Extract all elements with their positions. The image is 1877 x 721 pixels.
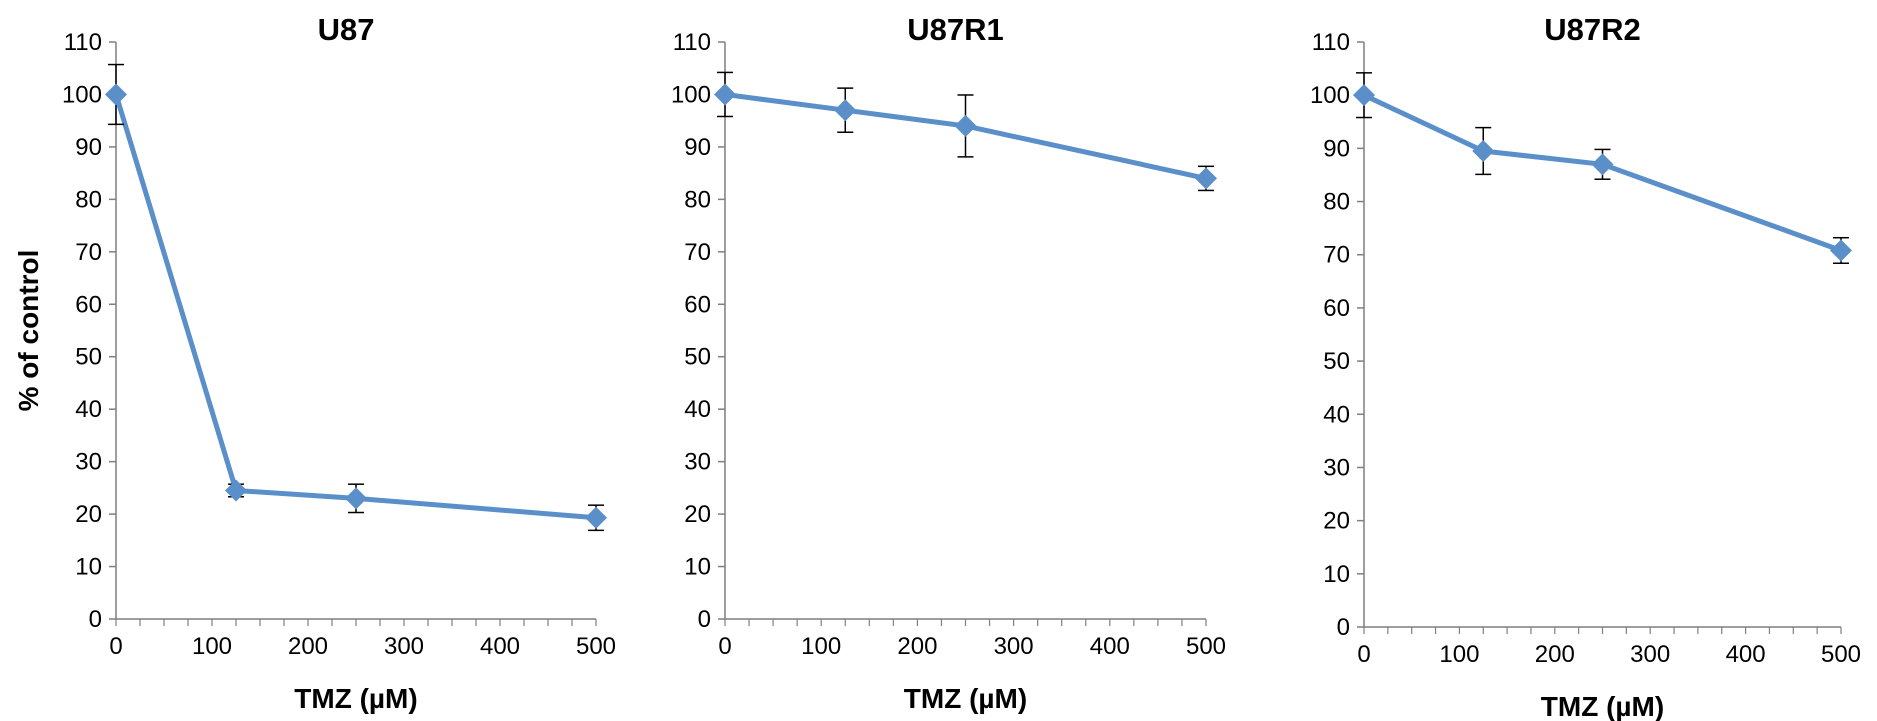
- chart-panel-0: 0 10 20 30 40 50 60 70 80 90 100 110 0 100 200 300 400 50…: [13, 12, 616, 714]
- series-line: [113, 93, 597, 521]
- y-tick-label: 40: [75, 396, 102, 423]
- y-tick-label: 0: [1337, 614, 1350, 641]
- y-tick-label: 20: [75, 501, 102, 528]
- y-tick-label: 80: [75, 186, 102, 213]
- chart-title: U87: [318, 12, 375, 47]
- y-tick-label: 90: [684, 134, 711, 161]
- x-tick-label: 200: [1535, 641, 1575, 668]
- x-tick-label: 500: [576, 633, 616, 660]
- data-point: [1472, 140, 1495, 163]
- y-tick-label: 110: [1312, 29, 1350, 56]
- y-tick-label: 30: [1323, 454, 1350, 481]
- series-line: [724, 91, 1207, 181]
- y-tick-label: 20: [684, 501, 711, 528]
- y-tick-label: 100: [1310, 82, 1350, 109]
- data-point: [105, 83, 127, 106]
- y-tick-label: 110: [64, 29, 102, 56]
- x-tick-label: 0: [1357, 641, 1370, 668]
- x-tick-label: 300: [1630, 641, 1670, 668]
- x-tick-label: 200: [288, 633, 328, 660]
- y-tick-label: 60: [75, 291, 102, 318]
- data-point: [1830, 239, 1852, 262]
- x-tick-label: 100: [1439, 641, 1479, 668]
- y-tick-label: 90: [1323, 135, 1350, 162]
- data-point: [225, 479, 247, 502]
- data-point: [954, 114, 977, 137]
- x-tick-label: 0: [109, 633, 122, 660]
- chart-panel-1: 0 10 20 30 40 50 60 70 80 90 100 110 0 100 200 300 400 50…: [671, 12, 1226, 714]
- y-tick-label: 100: [671, 81, 711, 108]
- y-tick-label: 0: [698, 606, 711, 633]
- x-tick-label: 100: [801, 633, 841, 660]
- y-tick-label: 10: [75, 554, 102, 581]
- x-tick-label: 200: [897, 633, 937, 660]
- x-tick-label: 400: [1090, 633, 1130, 660]
- data-point: [585, 506, 607, 529]
- y-tick-label: 60: [684, 291, 711, 318]
- y-tick-label: 30: [75, 449, 102, 476]
- data-point: [714, 83, 736, 106]
- series-line: [1362, 92, 1842, 253]
- y-tick-label: 50: [684, 344, 711, 371]
- data-point: [834, 99, 857, 122]
- y-tick-label: 70: [75, 239, 102, 266]
- chart-title: U87R1: [907, 12, 1004, 47]
- y-tick-label: 70: [1323, 242, 1350, 269]
- y-tick-label: 70: [684, 239, 711, 266]
- x-tick-label: 300: [994, 633, 1034, 660]
- x-axis-label: TMZ (µM): [904, 683, 1027, 714]
- data-point: [1353, 84, 1375, 107]
- y-tick-label: 10: [1323, 561, 1350, 588]
- y-tick-label: 0: [89, 606, 102, 633]
- x-tick-label: 0: [718, 633, 731, 660]
- x-axis-label: TMZ (µM): [294, 683, 417, 714]
- x-tick-label: 100: [192, 633, 232, 660]
- x-tick-label: 300: [384, 633, 424, 660]
- y-tick-label: 100: [62, 81, 102, 108]
- x-tick-label: 500: [1186, 633, 1226, 660]
- chart-panel-2: 0 10 20 30 40 50 60 70 80 90 100 110 0 100 200 300 400 50…: [1310, 12, 1861, 721]
- x-tick-label: 400: [1726, 641, 1766, 668]
- x-tick-label: 400: [480, 633, 520, 660]
- data-point: [1195, 167, 1217, 190]
- y-tick-label: 50: [75, 344, 102, 371]
- data-point: [345, 487, 367, 510]
- y-tick-label: 50: [1323, 348, 1350, 375]
- y-tick-label: 40: [684, 396, 711, 423]
- y-tick-label: 110: [673, 29, 711, 56]
- y-tick-label: 80: [1323, 189, 1350, 216]
- y-tick-label: 80: [684, 186, 711, 213]
- x-axis-label: TMZ (µM): [1541, 691, 1664, 721]
- y-tick-label: 40: [1323, 401, 1350, 428]
- y-axis-label: % of control: [13, 250, 44, 412]
- y-tick-label: 20: [1323, 508, 1350, 535]
- chart-title: U87R2: [1544, 12, 1641, 47]
- y-tick-label: 90: [75, 134, 102, 161]
- data-point: [1591, 153, 1614, 176]
- y-tick-label: 60: [1323, 295, 1350, 322]
- x-tick-label: 500: [1821, 641, 1861, 668]
- y-tick-label: 30: [684, 449, 711, 476]
- y-tick-label: 10: [684, 554, 711, 581]
